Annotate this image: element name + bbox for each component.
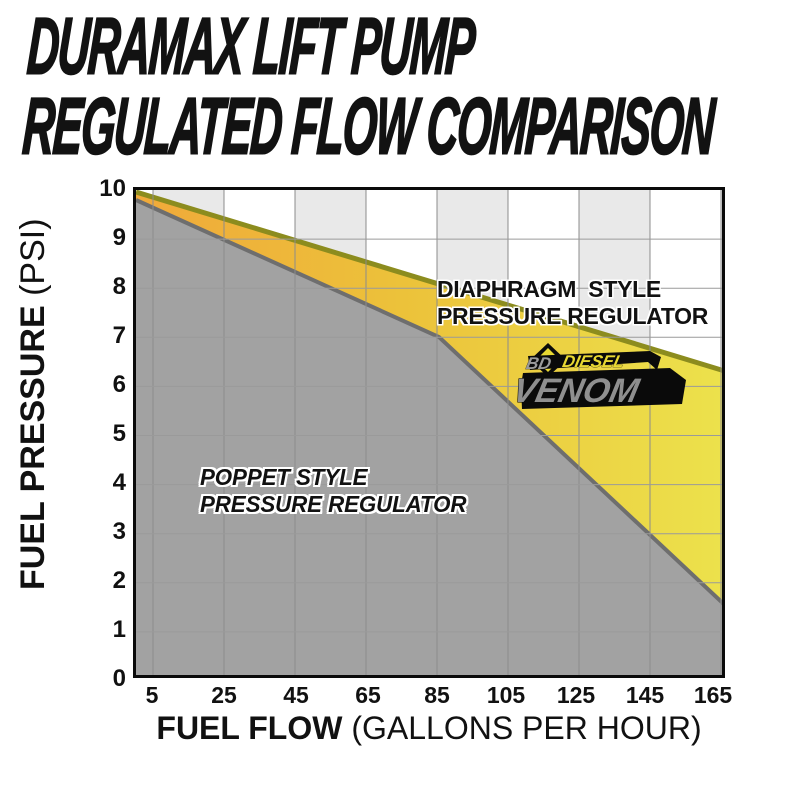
svg-text:DIESEL: DIESEL xyxy=(561,351,627,371)
svg-text:VENOM: VENOM xyxy=(510,372,644,410)
svg-text:BD: BD xyxy=(524,353,553,373)
